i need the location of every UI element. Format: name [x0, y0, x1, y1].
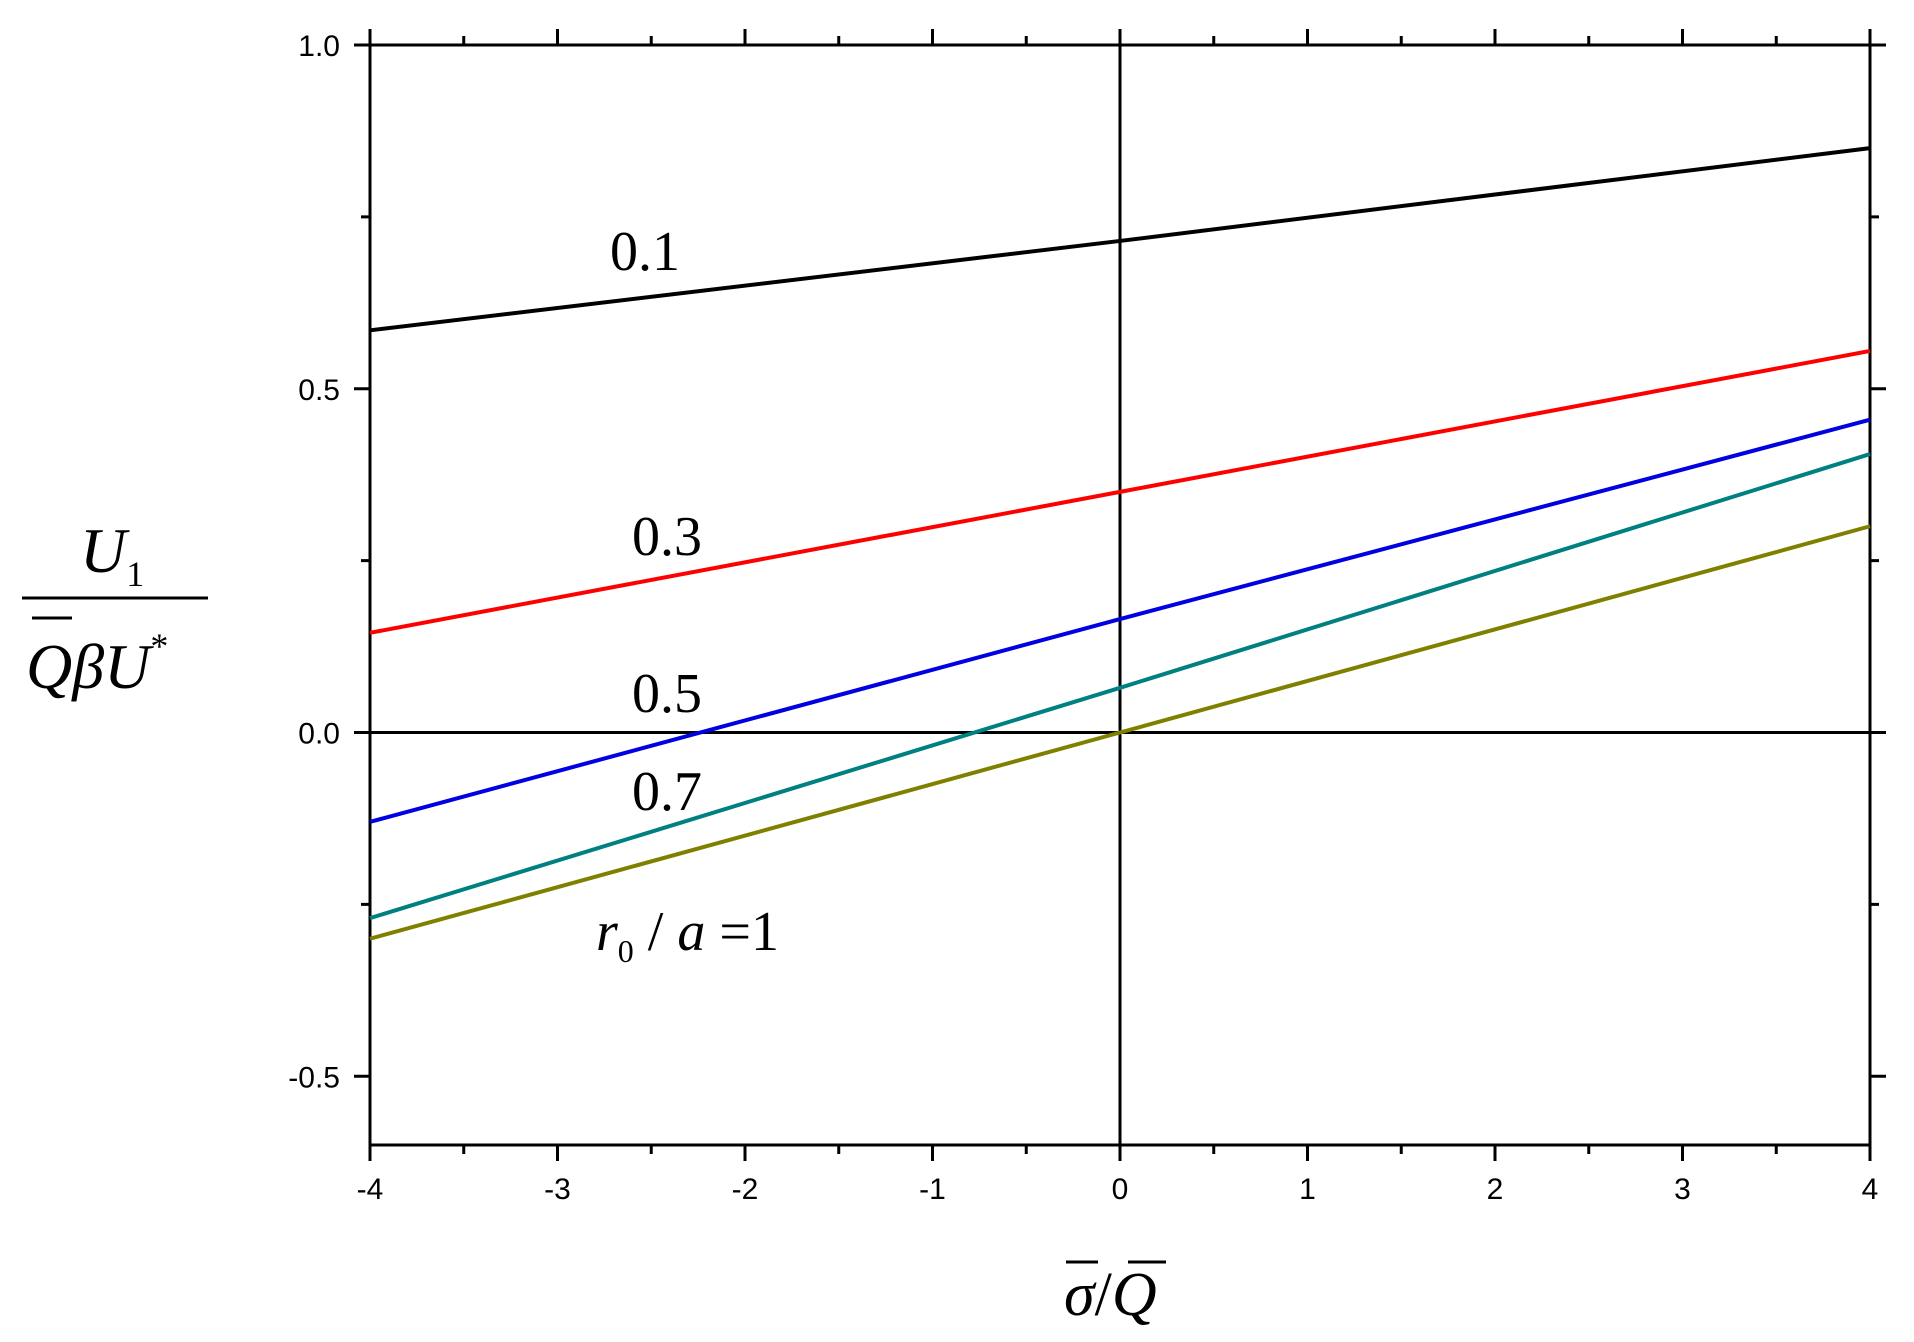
x-tick-label: -2 — [732, 1173, 759, 1206]
reference-lines — [370, 45, 1870, 1145]
series-line-0 — [369, 146, 1871, 333]
series-line-4 — [369, 524, 1871, 941]
x-tick-label: -4 — [357, 1173, 384, 1206]
x-tick-label: 3 — [1674, 1173, 1691, 1206]
x-tick-label: 1 — [1299, 1173, 1316, 1206]
svg-text:QβU*: QβU* — [26, 626, 168, 702]
y-tick-label: -0.5 — [288, 1061, 340, 1094]
series-label-r0-a-1: r0 / a =1 — [596, 901, 779, 969]
x-axis-title: σ/Q — [1064, 1260, 1166, 1329]
series-line-2 — [369, 417, 1871, 824]
y-tick-label: 0.0 — [298, 718, 340, 751]
svg-text:U1: U1 — [80, 515, 144, 594]
x-tick-label: -3 — [544, 1173, 571, 1206]
series-line-3 — [369, 452, 1871, 921]
x-tick-label: 2 — [1487, 1173, 1504, 1206]
x-tick-label: 0 — [1112, 1173, 1129, 1206]
series-line-1 — [369, 348, 1871, 635]
svg-text:σ/Q: σ/Q — [1064, 1261, 1157, 1329]
series-lines — [369, 146, 1871, 941]
series-label-0.7: 0.7 — [632, 761, 702, 823]
x-tick-label: -1 — [919, 1173, 946, 1206]
series-label-0.3: 0.3 — [632, 506, 702, 568]
y-tick-label: 0.5 — [298, 374, 340, 407]
axis-ticks — [354, 29, 1886, 1161]
axis-tick-labels: -4 -3 -2 -1 0 1 2 3 4 -0.5 0.0 0.5 1.0 — [288, 30, 1878, 1206]
y-tick-label: 1.0 — [298, 30, 340, 63]
y-axis-title: U1 QβU* — [22, 515, 208, 702]
series-label-0.5: 0.5 — [632, 663, 702, 725]
x-tick-label: 4 — [1862, 1173, 1879, 1206]
series-label-0.1: 0.1 — [610, 221, 680, 283]
